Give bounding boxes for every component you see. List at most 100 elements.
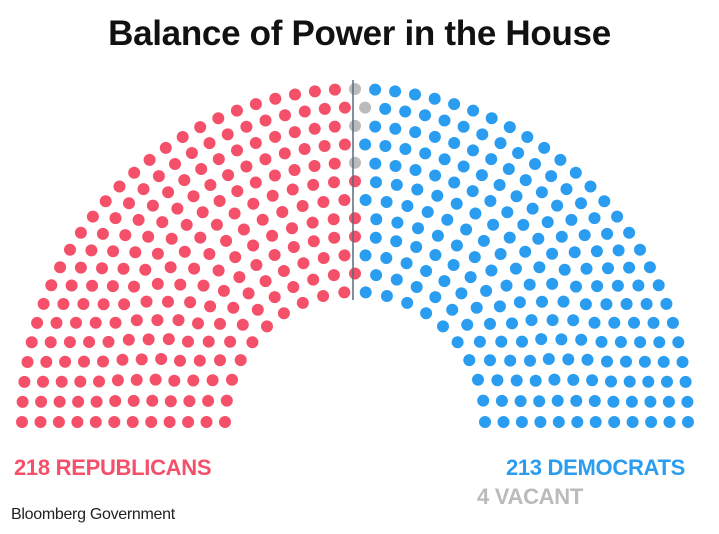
seat-republicans: [142, 230, 155, 243]
seat-republicans: [169, 158, 181, 170]
seat-republicans: [182, 335, 194, 348]
seat-republicans: [221, 128, 234, 141]
seat-republicans: [163, 416, 176, 428]
seat-democrats: [448, 137, 461, 149]
seat-democrats: [546, 277, 559, 290]
seat-republicans: [151, 277, 164, 290]
seat-republicans: [298, 105, 311, 118]
seat-democrats: [602, 262, 614, 275]
seat-republicans: [338, 194, 351, 206]
seat-democrats: [521, 131, 534, 143]
seat-republicans: [64, 243, 76, 256]
seat-democrats: [534, 416, 547, 428]
seat-republicans: [130, 314, 143, 327]
chart-title: Balance of Power in the House: [108, 14, 611, 53]
seat-republicans: [135, 353, 148, 366]
seat-republicans: [106, 280, 119, 293]
seat-democrats: [626, 416, 639, 428]
seat-democrats: [542, 353, 555, 365]
seat-republicans: [159, 141, 172, 154]
seat-democrats: [517, 218, 530, 231]
seat-republicans: [59, 355, 72, 368]
seat-democrats: [551, 199, 564, 212]
seat-democrats: [538, 141, 551, 154]
seat-republicans: [70, 316, 82, 329]
seat-republicans: [65, 279, 78, 292]
seat-republicans: [212, 264, 225, 277]
seat-democrats: [457, 160, 470, 173]
seat-democrats: [620, 298, 633, 310]
seat-democrats: [399, 105, 412, 118]
seat-democrats: [611, 279, 624, 292]
seat-republicans: [203, 137, 216, 150]
seat-democrats: [584, 180, 597, 193]
seat-republicans: [240, 160, 253, 173]
seat-republicans: [174, 354, 186, 367]
seat-democrats: [546, 314, 559, 327]
seat-democrats: [479, 416, 491, 428]
seat-democrats: [535, 333, 548, 346]
seat-republicans: [251, 303, 264, 316]
seat-republicans: [145, 416, 158, 428]
seat-democrats: [420, 265, 433, 277]
seat-democrats: [503, 121, 516, 134]
seat-democrats: [623, 261, 636, 274]
seat-republicans: [318, 140, 331, 152]
seat-republicans: [188, 262, 201, 275]
seat-republicans: [21, 356, 34, 368]
seat-democrats: [410, 281, 423, 293]
seat-democrats: [420, 307, 433, 320]
seat-republicans: [126, 416, 139, 428]
seat-democrats: [506, 317, 518, 330]
seat-democrats: [429, 291, 442, 304]
seat-republicans: [227, 301, 240, 314]
seat-republicans: [35, 395, 48, 408]
seat-republicans: [349, 267, 361, 280]
seat-democrats: [519, 174, 532, 187]
seat-democrats: [600, 298, 613, 311]
seat-democrats: [642, 375, 655, 388]
seat-republicans: [31, 316, 44, 329]
seat-republicans: [204, 300, 217, 313]
seat-republicans: [307, 235, 320, 248]
seat-republicans: [123, 197, 135, 210]
seat-democrats: [533, 395, 546, 408]
seat-republicans: [200, 416, 213, 428]
seat-democrats: [401, 296, 414, 309]
seat-democrats: [419, 147, 432, 160]
seat-republicans: [156, 216, 169, 229]
seat-democrats: [380, 196, 393, 208]
seat-republicans: [55, 375, 68, 388]
seat-democrats: [608, 316, 621, 329]
seat-republicans: [328, 176, 340, 189]
seat-democrats: [401, 200, 414, 212]
seat-democrats: [663, 416, 676, 428]
seat-republicans: [349, 212, 361, 225]
seat-democrats: [666, 316, 679, 329]
seat-democrats: [601, 355, 613, 368]
seat-republicans: [118, 298, 131, 311]
seat-republicans: [327, 213, 340, 226]
seat-republicans: [338, 138, 351, 151]
seat-democrats: [466, 185, 479, 198]
seat-republicans: [259, 153, 272, 166]
seat-republicans: [162, 295, 174, 308]
seat-democrats: [400, 257, 413, 270]
seat-democrats: [480, 284, 493, 297]
seat-republicans: [250, 259, 263, 271]
seat-democrats: [591, 280, 604, 293]
seat-republicans: [242, 287, 255, 300]
seat-democrats: [545, 170, 558, 183]
seat-republicans: [204, 179, 217, 191]
seat-republicans: [249, 98, 262, 111]
seat-republicans: [192, 317, 204, 330]
seat-republicans: [52, 416, 65, 428]
seat-democrats: [429, 169, 442, 182]
seat-democrats: [567, 373, 580, 386]
democrats-label: 213 DEMOCRATS: [505, 455, 685, 480]
seat-republicans: [286, 222, 298, 235]
seat-democrats: [410, 241, 423, 253]
seat-democrats: [438, 275, 451, 288]
seat-democrats: [570, 394, 583, 407]
seat-democrats: [412, 222, 424, 235]
